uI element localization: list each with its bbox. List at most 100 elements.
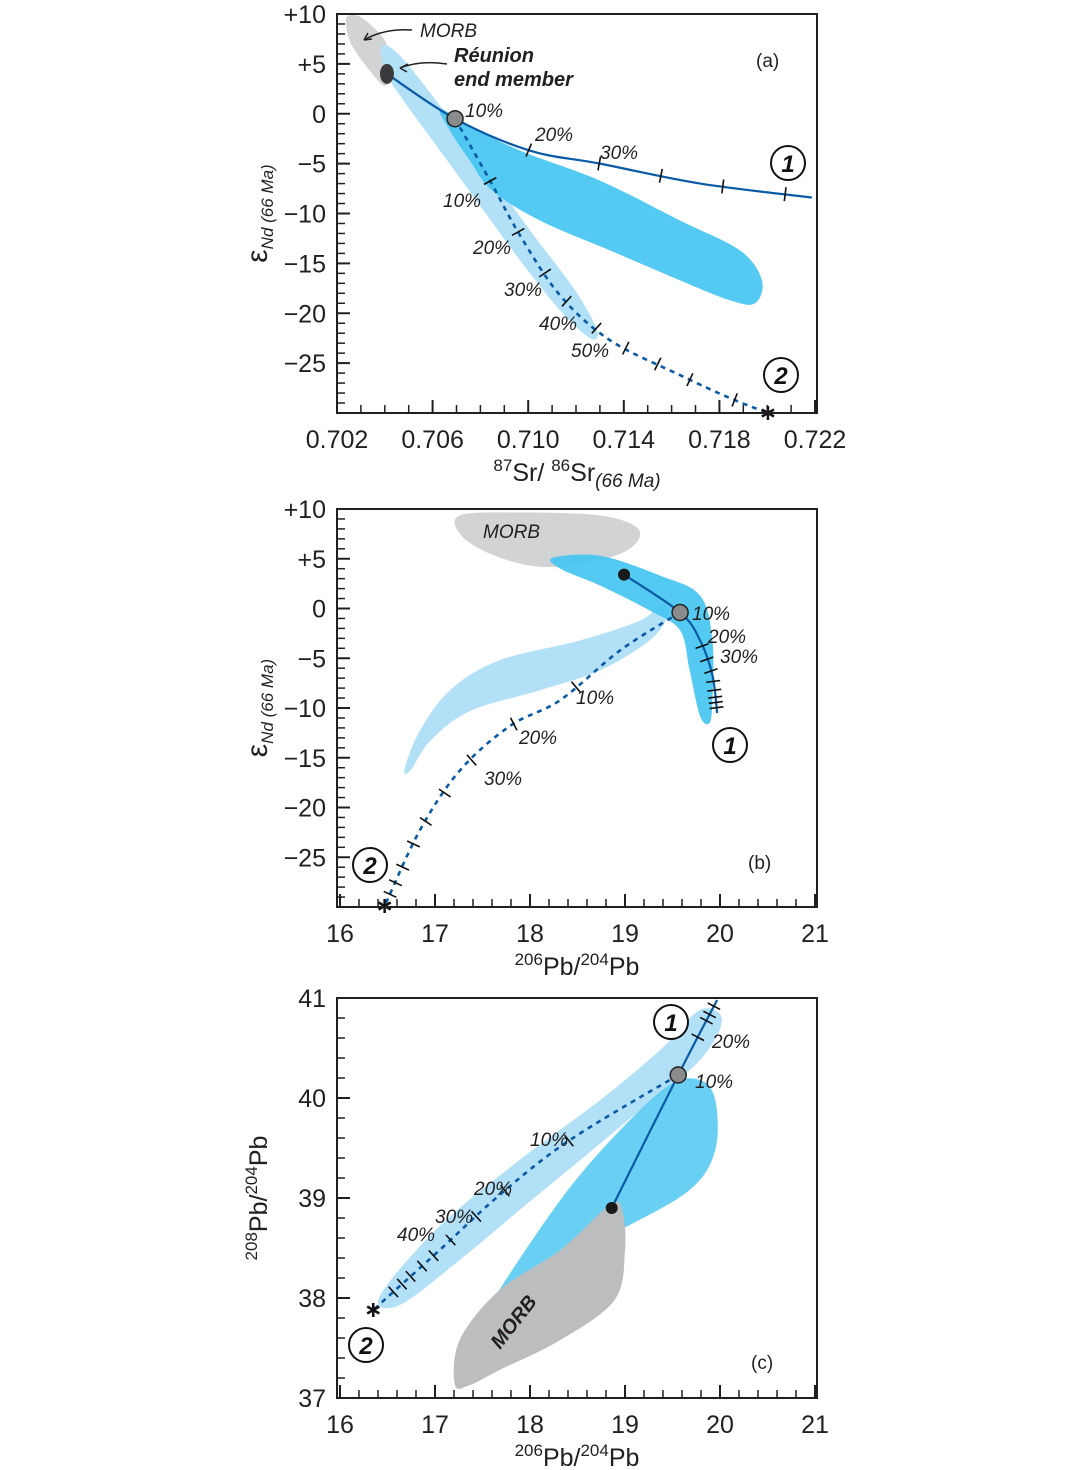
label-text: Pb/ xyxy=(543,953,581,981)
curve-2-tick xyxy=(653,357,662,371)
label-text: Sr/ xyxy=(512,459,551,487)
fields-c xyxy=(378,1008,722,1389)
x-tick-label: 0.718 xyxy=(688,426,751,454)
curve-1-tick xyxy=(695,642,709,650)
curve2-label-30: 30% xyxy=(504,280,542,301)
field-light xyxy=(378,1008,722,1309)
curve-1-tick xyxy=(707,1002,721,1011)
axes-b: 16 17 18 19 20 21+10+50−5−10−15−20−25206Pb/20… xyxy=(241,496,829,981)
curve-2-tick xyxy=(538,268,552,278)
curve-2-tick xyxy=(466,754,477,766)
y-tick-label: −10 xyxy=(284,201,326,229)
curve2-label-50: 50% xyxy=(571,341,609,362)
curve-2-tick xyxy=(388,1286,399,1298)
y-tick-label: 40 xyxy=(298,1085,326,1113)
axes-a: 0.702 0.706 0.710 0.714 0.718 0.722 +10 +5 0 −5 −1… xyxy=(241,1,846,492)
superscript: 86 xyxy=(551,456,570,475)
curve-1-tick xyxy=(699,656,714,663)
superscript: 206 xyxy=(515,950,543,969)
curve-1-number: 1 xyxy=(781,151,794,178)
y-tick-label: +10 xyxy=(284,1,326,29)
curve2-label-20: 20% xyxy=(472,238,511,259)
fields-a xyxy=(345,14,763,340)
curve-2-tick xyxy=(416,1260,428,1272)
panel-label: (a) xyxy=(756,51,779,72)
curve-1-tick xyxy=(525,143,533,157)
label-text: Pb xyxy=(609,953,640,981)
superscript: 204 xyxy=(580,1441,608,1460)
subscript: (66 Ma) xyxy=(595,471,660,492)
curve-2-tick xyxy=(500,1184,510,1197)
y-tick-label: 41 xyxy=(298,985,326,1013)
curves-c xyxy=(366,999,721,1317)
field-medium xyxy=(439,108,763,305)
y-axis-title: 208Pb/204Pb xyxy=(242,1136,273,1261)
x-tick-label: 0.706 xyxy=(401,426,464,454)
superscript: 208 xyxy=(242,1232,261,1260)
x-axis-title: 87Sr/ 86Sr(66 Ma) xyxy=(493,456,660,492)
reunion-end-member-marker xyxy=(379,63,394,84)
y-tick-label: 0 xyxy=(312,596,326,624)
x-tick-label: 0.714 xyxy=(593,426,656,454)
mixing-curve-2 xyxy=(453,118,769,415)
curve-1-tick xyxy=(658,168,664,183)
mixing-point-marker xyxy=(671,603,689,622)
mixing-curve-2 xyxy=(383,611,681,907)
reunion-label: Réunion xyxy=(454,45,534,67)
label-text: Pb/ xyxy=(245,1194,273,1232)
curve-2-tick xyxy=(438,788,452,798)
curve-1-marker xyxy=(653,1004,689,1040)
y-tick-label: −20 xyxy=(284,795,326,823)
y-tick-label: +10 xyxy=(284,496,326,524)
superscript: 204 xyxy=(580,950,608,969)
y-axis-title: εNd (66 Ma) xyxy=(241,164,277,262)
panel-a: 0.702 0.706 0.710 0.714 0.718 0.722 +10 +5 0 −5 −1… xyxy=(241,1,846,492)
field-light xyxy=(404,605,669,774)
curve2-label-10: 10% xyxy=(576,688,614,709)
field-morb xyxy=(454,512,641,568)
curve2-label-30: 30% xyxy=(435,1207,473,1228)
curve-2-marker xyxy=(763,357,799,393)
y-tick-label: 0 xyxy=(312,101,326,129)
curve-1-number: 1 xyxy=(664,1010,677,1037)
fields-b xyxy=(404,512,714,774)
panel-b: 16 17 18 19 20 21+10+50−5−10−15−20−25206Pb/20… xyxy=(241,496,829,981)
curve-2-number: 2 xyxy=(773,363,788,390)
subscript: Nd (66 Ma) xyxy=(258,164,277,249)
reunion-end-member-marker xyxy=(618,568,631,581)
x-tick-label: 19 xyxy=(611,1411,639,1439)
label-text: ε xyxy=(241,744,274,757)
curve-1-tick xyxy=(699,1016,713,1025)
mixing-curve-2 xyxy=(372,1073,679,1311)
curve-2-number: 2 xyxy=(358,1333,373,1360)
label-text: Pb xyxy=(609,1444,640,1470)
curve1-label-10: 10% xyxy=(465,101,503,122)
y-tick-label: +5 xyxy=(297,51,326,79)
arrow-head xyxy=(363,32,373,41)
y-tick-label: +5 xyxy=(297,546,326,574)
reunion-end-member-marker xyxy=(605,1202,618,1214)
curve2-label-40: 40% xyxy=(397,1225,435,1246)
curve2-label-10: 10% xyxy=(443,191,481,212)
x-tick-label: 16 xyxy=(326,1411,354,1439)
subscript: Nd (66 Ma) xyxy=(258,659,277,744)
y-tick-label: −20 xyxy=(284,300,326,328)
curve-2-tick xyxy=(483,176,497,186)
curve1-label-20: 20% xyxy=(534,125,573,146)
curve-2-tick xyxy=(686,372,694,387)
x-tick-label: 0.710 xyxy=(497,426,560,454)
x-tick-label: 19 xyxy=(611,920,639,948)
curve-1-tick xyxy=(721,179,725,194)
curve-2-number: 2 xyxy=(362,853,377,880)
y-tick-label: −5 xyxy=(297,151,326,179)
x-tick-label: 16 xyxy=(326,920,354,948)
x-axis-title: 206Pb/204Pb xyxy=(515,950,640,981)
x-tick-label: 17 xyxy=(421,920,449,948)
curve-2-tick xyxy=(591,322,602,334)
x-tick-label: 0.702 xyxy=(306,426,369,454)
field-medium xyxy=(483,1078,718,1317)
curve1-label-10: 10% xyxy=(692,604,730,625)
field-morb xyxy=(345,14,392,86)
curve-2-tick xyxy=(406,840,421,848)
